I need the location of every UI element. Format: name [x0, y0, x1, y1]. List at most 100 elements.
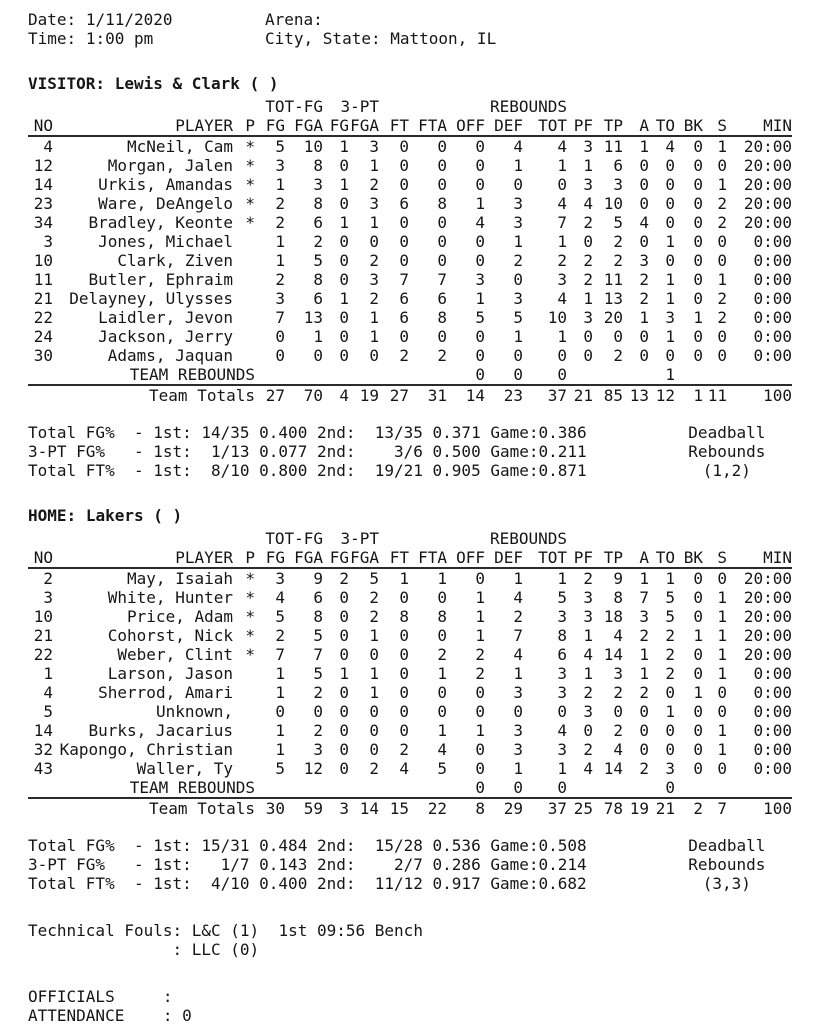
- shooting-row: Total FT% - 1st: 4/10 0.400 2nd: 11/12 0…: [28, 874, 793, 893]
- stat-pf: 3: [583, 607, 594, 626]
- stat-fga: 7: [313, 645, 324, 664]
- stat-3fg: 1: [339, 137, 350, 156]
- stat-fg: 5: [275, 759, 285, 778]
- game-label: Game:: [490, 874, 539, 893]
- stat-tot: 3: [557, 740, 568, 759]
- col-min: MIN: [727, 116, 793, 137]
- stat-pf: 2: [583, 683, 594, 702]
- stat-fta: 8: [437, 607, 448, 626]
- total-fg: 30: [265, 799, 285, 818]
- stat-fga: 6: [313, 213, 324, 232]
- col-player: PLAYER: [53, 548, 233, 569]
- stat-3fg: 2: [339, 569, 350, 588]
- starter-mark: [233, 346, 255, 365]
- stat-s: 1: [717, 645, 728, 664]
- city-value: Mattoon, IL: [390, 29, 497, 48]
- stat-3fga: 0: [369, 346, 380, 365]
- stat-a: 0: [639, 232, 650, 251]
- shooting-label: Total FG%: [28, 423, 115, 442]
- team-reb-tot: 0: [523, 778, 568, 799]
- stat-pf: 0: [583, 327, 594, 346]
- total-tp: 78: [603, 799, 624, 818]
- stat-bk: 1: [693, 683, 704, 702]
- team-reb-to: 0: [649, 778, 676, 799]
- starter-mark: *: [245, 588, 255, 607]
- game-pct: 0.211: [538, 442, 587, 461]
- stat-tot: 3: [557, 270, 568, 289]
- player-number: 3: [43, 588, 53, 607]
- stat-fta: 1: [437, 569, 448, 588]
- stat-ft: 6: [399, 289, 410, 308]
- first-half-label: - 1st:: [133, 423, 192, 442]
- stat-to: 1: [665, 702, 676, 721]
- game-pct: 0.214: [538, 855, 587, 874]
- stat-tot: 0: [557, 702, 568, 721]
- stat-3fg: 0: [339, 759, 350, 778]
- first-half-pct: 0.077: [259, 442, 308, 461]
- stat-fg: 1: [275, 740, 285, 759]
- stat-s: 1: [717, 626, 728, 645]
- stat-a: 2: [639, 289, 650, 308]
- stat-min: 0:00: [753, 308, 793, 327]
- player-number: 34: [33, 213, 53, 232]
- stat-tp: 11: [603, 137, 624, 156]
- stat-fga: 2: [313, 721, 324, 740]
- team-reb-def: 0: [485, 778, 524, 799]
- stat-bk: 0: [693, 702, 704, 721]
- stat-fta: 1: [437, 664, 448, 683]
- second-half-fraction: 2/7: [394, 855, 423, 874]
- home-title: HOME: Lakers ( ): [28, 506, 793, 525]
- stat-off: 2: [475, 664, 486, 683]
- total-min: 100: [763, 799, 793, 818]
- stat-off: 0: [475, 346, 486, 365]
- stat-fg: 2: [275, 270, 285, 289]
- game-label: Game:: [490, 442, 539, 461]
- col-3fga: FGA: [349, 548, 380, 569]
- stat-fta: 1: [437, 721, 448, 740]
- total-to: 21: [655, 799, 676, 818]
- col-p: P: [233, 548, 255, 569]
- stat-3fg: 0: [339, 270, 350, 289]
- player-number: 43: [33, 759, 53, 778]
- stat-to: 1: [665, 270, 676, 289]
- deadball-count: (1,2): [702, 461, 751, 480]
- stat-off: 5: [475, 308, 486, 327]
- stat-to: 1: [665, 232, 676, 251]
- stat-s: 2: [717, 308, 728, 327]
- stat-def: 1: [513, 327, 524, 346]
- home-stats-table: TOT-FG 3-PT REBOUNDS NO PLAYER P FG FGA …: [28, 529, 793, 818]
- first-half-fraction: 15/31: [201, 836, 250, 855]
- stat-pf: 2: [583, 251, 594, 270]
- stat-fga: 12: [303, 759, 324, 778]
- starter-mark: [233, 308, 255, 327]
- technical-fouls-colon: :: [172, 940, 183, 959]
- stat-fg: 2: [275, 213, 285, 232]
- stat-bk: 0: [693, 645, 704, 664]
- stat-def: 4: [513, 137, 524, 156]
- stat-fta: 0: [437, 327, 448, 346]
- player-name: Jones, Michael: [98, 232, 233, 251]
- player-number: 10: [33, 251, 53, 270]
- stat-s: 1: [717, 607, 728, 626]
- stat-pf: 1: [583, 156, 594, 175]
- starter-mark: *: [245, 194, 255, 213]
- stat-3fga: 0: [369, 645, 380, 664]
- col-s: S: [703, 548, 728, 569]
- game-info-row: Time: 1:00 pm City, State: Mattoon, IL: [28, 29, 793, 48]
- second-half-fraction: 3/6: [394, 442, 423, 461]
- stat-3fga: 0: [369, 740, 380, 759]
- stat-group-header-row: TOT-FG 3-PT REBOUNDS: [28, 529, 792, 548]
- technical-fouls-visitor-line: Technical Fouls: L&C (1) 1st 09:56 Bench: [28, 921, 793, 940]
- stat-tot: 4: [557, 137, 568, 156]
- stat-pf: 1: [583, 289, 594, 308]
- second-half-fraction: 19/21: [374, 461, 423, 480]
- player-row: 34 Bradley, Keonte * 2 6 1 1 0 0 4 3 7 2…: [28, 213, 792, 232]
- player-name: White, Hunter: [107, 588, 233, 607]
- group-totfg: TOT-FG: [265, 97, 324, 116]
- stat-tp: 2: [613, 232, 624, 251]
- player-number: 4: [43, 137, 53, 156]
- shooting-label: Total FT%: [28, 461, 115, 480]
- stat-s: 1: [717, 175, 728, 194]
- player-number: 1: [43, 664, 53, 683]
- col-tp: TP: [593, 548, 624, 569]
